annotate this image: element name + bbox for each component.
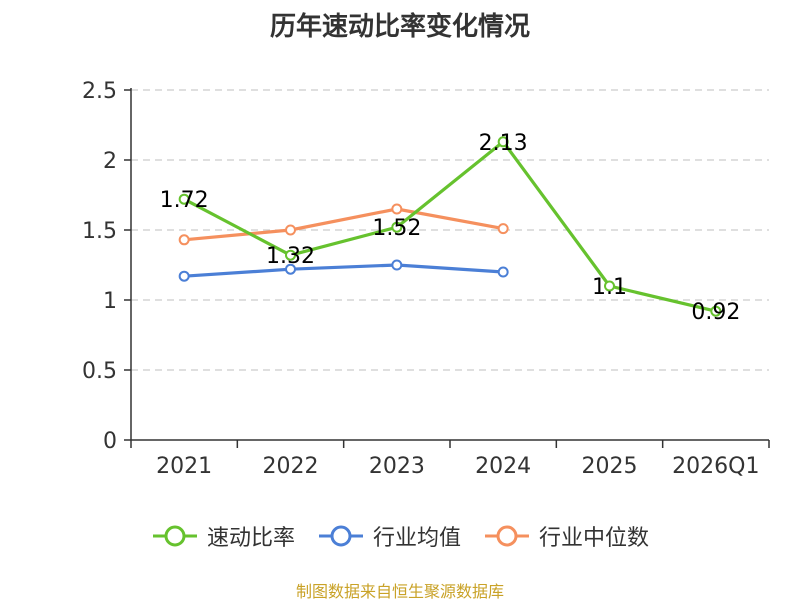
legend-label: 速动比率 — [206, 526, 295, 551]
data-label: 0.92 — [691, 300, 740, 325]
legend-swatch-marker — [496, 525, 518, 547]
y-tick-label: 0.5 — [82, 359, 117, 384]
x-tick-label: 2024 — [475, 454, 531, 479]
x-tick-label: 2023 — [369, 454, 425, 479]
legend-line-icon — [318, 525, 363, 547]
x-tick-label: 2026Q1 — [672, 454, 759, 479]
legend: 速动比率 行业均值 行业中位数 — [0, 518, 800, 554]
data-point — [497, 223, 509, 235]
legend-line-icon — [485, 525, 529, 547]
series-line — [183, 140, 717, 313]
grid-lines — [131, 89, 769, 371]
data-labels: 1.72 1.32 1.52 2.13 1.1 0.92 — [160, 131, 741, 325]
data-label: 1.52 — [372, 216, 421, 241]
series-line — [184, 207, 504, 242]
data-point — [497, 266, 509, 278]
legend-item-industry-mean[interactable]: 行业均值 — [317, 520, 461, 552]
series-layer — [178, 136, 722, 317]
legend-label: 行业中位数 — [539, 526, 650, 551]
data-point — [391, 221, 403, 233]
data-point — [391, 259, 403, 271]
legend-item-quick-ratio[interactable]: 速动比率 — [151, 520, 295, 552]
data-label: 2.13 — [479, 131, 528, 156]
data-label: 1.72 — [160, 188, 209, 213]
legend-item-industry-median[interactable]: 行业中位数 — [483, 520, 649, 552]
legend-swatch-marker — [164, 525, 186, 547]
chart-title: 历年速动比率变化情况 — [269, 12, 530, 42]
x-tick-label: 2022 — [263, 454, 319, 479]
data-point — [604, 280, 615, 292]
data-label: 1.1 — [592, 275, 627, 300]
data-point — [285, 224, 296, 236]
y-tick-label: 0 — [103, 429, 117, 454]
legend-label: 行业均值 — [372, 526, 461, 551]
x-tick-label: 2025 — [582, 454, 638, 479]
y-tick-label: 1.5 — [82, 219, 117, 244]
data-point — [178, 193, 190, 205]
x-tick-label: 2021 — [156, 454, 212, 479]
legend-line-icon — [152, 525, 197, 547]
data-point — [285, 263, 296, 275]
y-tick-label: 1 — [103, 289, 117, 314]
data-label: 1.32 — [266, 244, 315, 269]
data-point — [497, 136, 509, 148]
data-point — [178, 270, 190, 282]
data-point — [710, 305, 722, 317]
legend-swatch-marker — [330, 525, 352, 547]
series-line — [184, 263, 504, 278]
data-point — [391, 203, 403, 215]
y-tick-label: 2.5 — [82, 79, 117, 104]
data-point — [285, 249, 296, 261]
y-tick-label: 2 — [103, 149, 117, 174]
source-footer: 制图数据来自恒生聚源数据库 — [295, 582, 504, 601]
data-point — [178, 234, 190, 246]
